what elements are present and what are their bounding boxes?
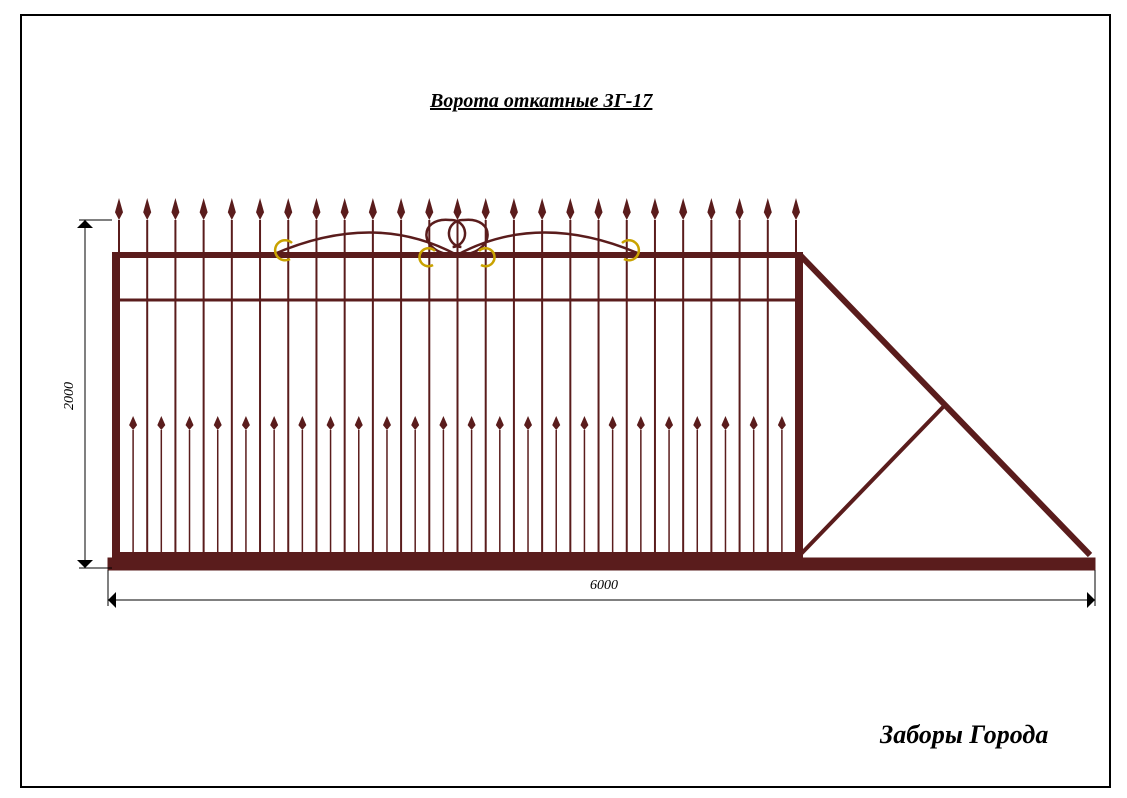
dimension-width-value: 6000 [590, 578, 618, 594]
gate-diagram [0, 0, 1127, 798]
dimension-height-value: 2000 [62, 382, 78, 410]
